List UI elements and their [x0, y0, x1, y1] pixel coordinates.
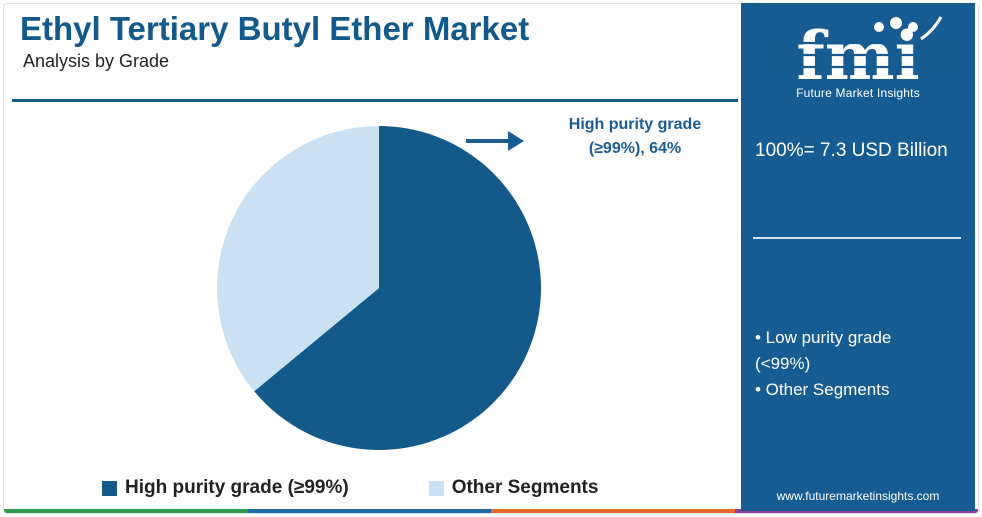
- panel-divider: [753, 237, 961, 239]
- legend-swatch-other-segments: [428, 480, 444, 496]
- chart-legend: High purity grade (≥99%) Other Segments: [102, 474, 598, 502]
- legend-item-other-segments: Other Segments: [428, 477, 599, 499]
- page-title: Ethyl Tertiary Butyl Ether Market: [20, 10, 530, 47]
- segment-item: (<99%): [755, 354, 811, 373]
- logo-icons: [874, 16, 943, 41]
- pie-slice-0: [254, 126, 541, 451]
- website-link[interactable]: www.futuremarketinsights.com: [776, 489, 940, 503]
- pie-chart: [216, 126, 541, 451]
- legend-swatch-high-purity: [102, 480, 117, 496]
- pie-slice-1: [216, 126, 379, 392]
- logo-tagline: Future Market Insights: [796, 86, 920, 100]
- bottom-color-strip: [4, 509, 978, 513]
- other-segments-list: • Low purity grade (<99%) • Other Segmen…: [755, 325, 965, 403]
- page-subtitle: Analysis by Grade: [23, 51, 170, 71]
- segment-item: • Other Segments: [755, 380, 890, 399]
- pie-callout-label: High purity grade (≥99%), 64%: [552, 113, 718, 161]
- market-total: 100%= 7.3 USD Billion: [755, 140, 948, 161]
- pie-slices: [216, 126, 541, 451]
- header-divider: [12, 99, 738, 102]
- legend-label-other-segments: Other Segments: [451, 477, 599, 498]
- side-panel: fmi Future Market Insights 100%= 7.3 USD…: [741, 3, 975, 511]
- legend-item-high-purity: High purity grade (≥99%): [102, 477, 349, 499]
- pie-callout-line-2: (≥99%), 64%: [588, 140, 682, 157]
- legend-label-high-purity: High purity grade (≥99%): [125, 477, 349, 498]
- callout-arrow-icon: [466, 131, 524, 151]
- segment-item: • Low purity grade: [755, 328, 892, 347]
- pie-callout-line-1: High purity grade: [568, 116, 702, 133]
- fmi-logo: fmi: [771, 16, 946, 95]
